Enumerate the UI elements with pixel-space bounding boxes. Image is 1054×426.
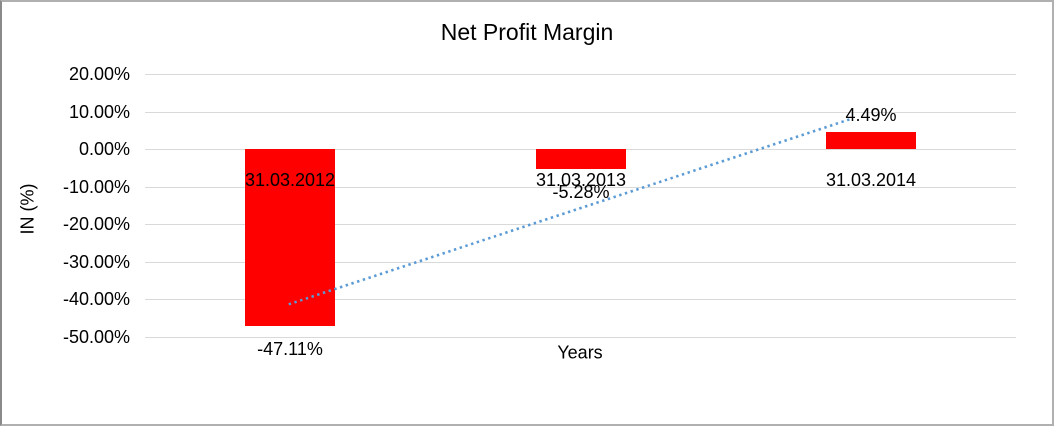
data-label: -5.28% [552,182,610,202]
y-axis-tick-label: 0.00% [78,139,130,159]
bar-31.03.2014 [826,132,916,149]
gridline [145,112,1016,113]
gridline [145,74,1016,75]
bar-31.03.2013 [536,149,626,169]
data-label: 4.49% [845,105,897,125]
category-label: 31.03.2012 [244,170,336,190]
y-axis-tick-label: 10.00% [68,102,130,122]
gridline [145,299,1016,300]
y-axis-tick-label: -50.00% [62,327,130,347]
trendline-path [288,117,851,306]
x-axis-title: Years [557,342,603,363]
y-axis-tick-label: 20.00% [68,64,130,84]
gridline [145,224,1016,225]
data-label: -47.11% [257,339,323,359]
chart-title: Net Profit Margin [440,19,614,45]
y-axis-tick-label: -20.00% [62,214,130,234]
gridline [145,262,1016,263]
category-label: 31.03.2014 [825,170,917,190]
gridline [145,337,1016,338]
y-axis-tick-label: -10.00% [62,177,130,197]
category-label: 31.03.2013 [535,170,627,190]
bar-31.03.2012 [245,149,335,326]
gridline [145,187,1016,188]
y-axis-tick-label: -40.00% [62,289,130,309]
y-axis-tick-label: -30.00% [62,252,130,272]
